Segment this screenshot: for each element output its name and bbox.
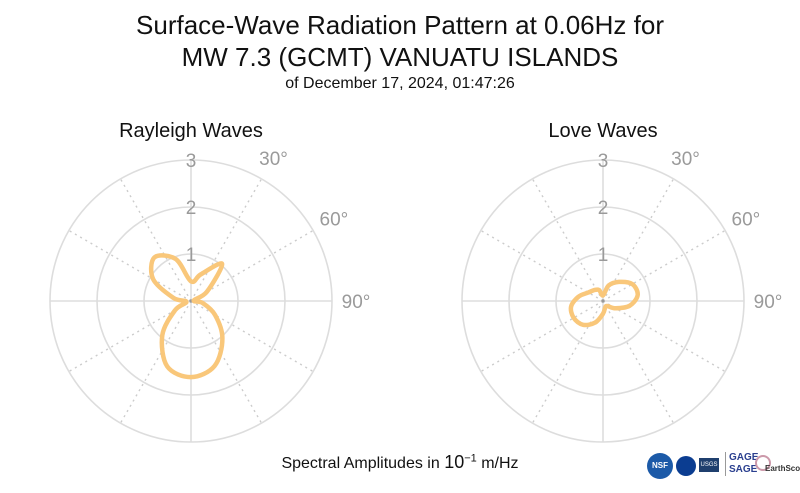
radial-gridline bbox=[119, 300, 192, 424]
radius-tick-label: 1 bbox=[598, 245, 609, 266]
radiation-pattern-line bbox=[568, 279, 640, 328]
footer-base: 10 bbox=[444, 452, 465, 472]
radial-gridline bbox=[602, 300, 726, 373]
angle-tick-label: 30° bbox=[671, 149, 700, 170]
radial-gridline bbox=[190, 178, 263, 302]
sage-text: SAGE bbox=[729, 464, 758, 475]
chart-title-line2: MW 7.3 (GCMT) VANUATU ISLANDS bbox=[181, 42, 619, 72]
angle-tick-label: 30° bbox=[259, 149, 288, 170]
panel-title: Rayleigh Waves bbox=[119, 120, 263, 142]
footer-prefix: Spectral Amplitudes in bbox=[281, 455, 445, 472]
angle-tick-label: 90° bbox=[342, 292, 371, 313]
radius-tick-label: 2 bbox=[598, 198, 609, 219]
chart-title-line1: Surface-Wave Radiation Pattern at 0.06Hz… bbox=[136, 10, 664, 40]
radial-gridline bbox=[480, 229, 604, 302]
nsf-logo: NSF bbox=[647, 453, 673, 479]
footer-exponent: −1 bbox=[464, 452, 477, 465]
chart-subtitle: of December 17, 2024, 01:47:26 bbox=[285, 75, 515, 92]
nasa-logo bbox=[676, 456, 696, 476]
radial-gridline bbox=[602, 229, 726, 302]
radius-tick-label: 2 bbox=[186, 198, 197, 219]
radial-gridline bbox=[190, 300, 314, 373]
center-point bbox=[601, 299, 605, 303]
radiation-pattern-line bbox=[148, 253, 225, 380]
earthscope-logo: EarthScope bbox=[765, 464, 800, 473]
radial-gridline bbox=[190, 300, 263, 424]
radius-tick-label: 3 bbox=[598, 151, 609, 172]
radial-gridline bbox=[531, 300, 604, 424]
usgs-logo: USGS bbox=[699, 458, 719, 472]
radius-gridline bbox=[508, 206, 698, 396]
panel-title: Love Waves bbox=[548, 120, 657, 142]
angle-tick-label: 60° bbox=[732, 210, 761, 231]
radius-gridline bbox=[555, 253, 651, 349]
sponsor-logos: NSF USGS GAGE SAGE EarthScope bbox=[647, 450, 800, 486]
footer-unit: m/Hz bbox=[476, 455, 519, 472]
footer-units: Spectral Amplitudes in 10−1 m/Hz bbox=[0, 452, 800, 473]
radial-gridline bbox=[602, 300, 675, 424]
radial-gridline bbox=[480, 300, 604, 373]
radius-gridline bbox=[461, 159, 745, 443]
angle-tick-label: 90° bbox=[754, 292, 783, 313]
radial-gridline bbox=[68, 229, 192, 302]
radial-gridline bbox=[531, 178, 604, 302]
earthscope-mark-icon bbox=[755, 455, 771, 471]
radius-gridline bbox=[143, 253, 239, 349]
angle-tick-label: 60° bbox=[320, 210, 349, 231]
radius-tick-label: 1 bbox=[186, 245, 197, 266]
gage-sage-logo: GAGE SAGE bbox=[725, 452, 758, 476]
radius-gridline bbox=[96, 206, 286, 396]
gage-text: GAGE bbox=[729, 452, 759, 463]
radius-tick-label: 3 bbox=[186, 151, 197, 172]
radius-gridline bbox=[49, 159, 333, 443]
